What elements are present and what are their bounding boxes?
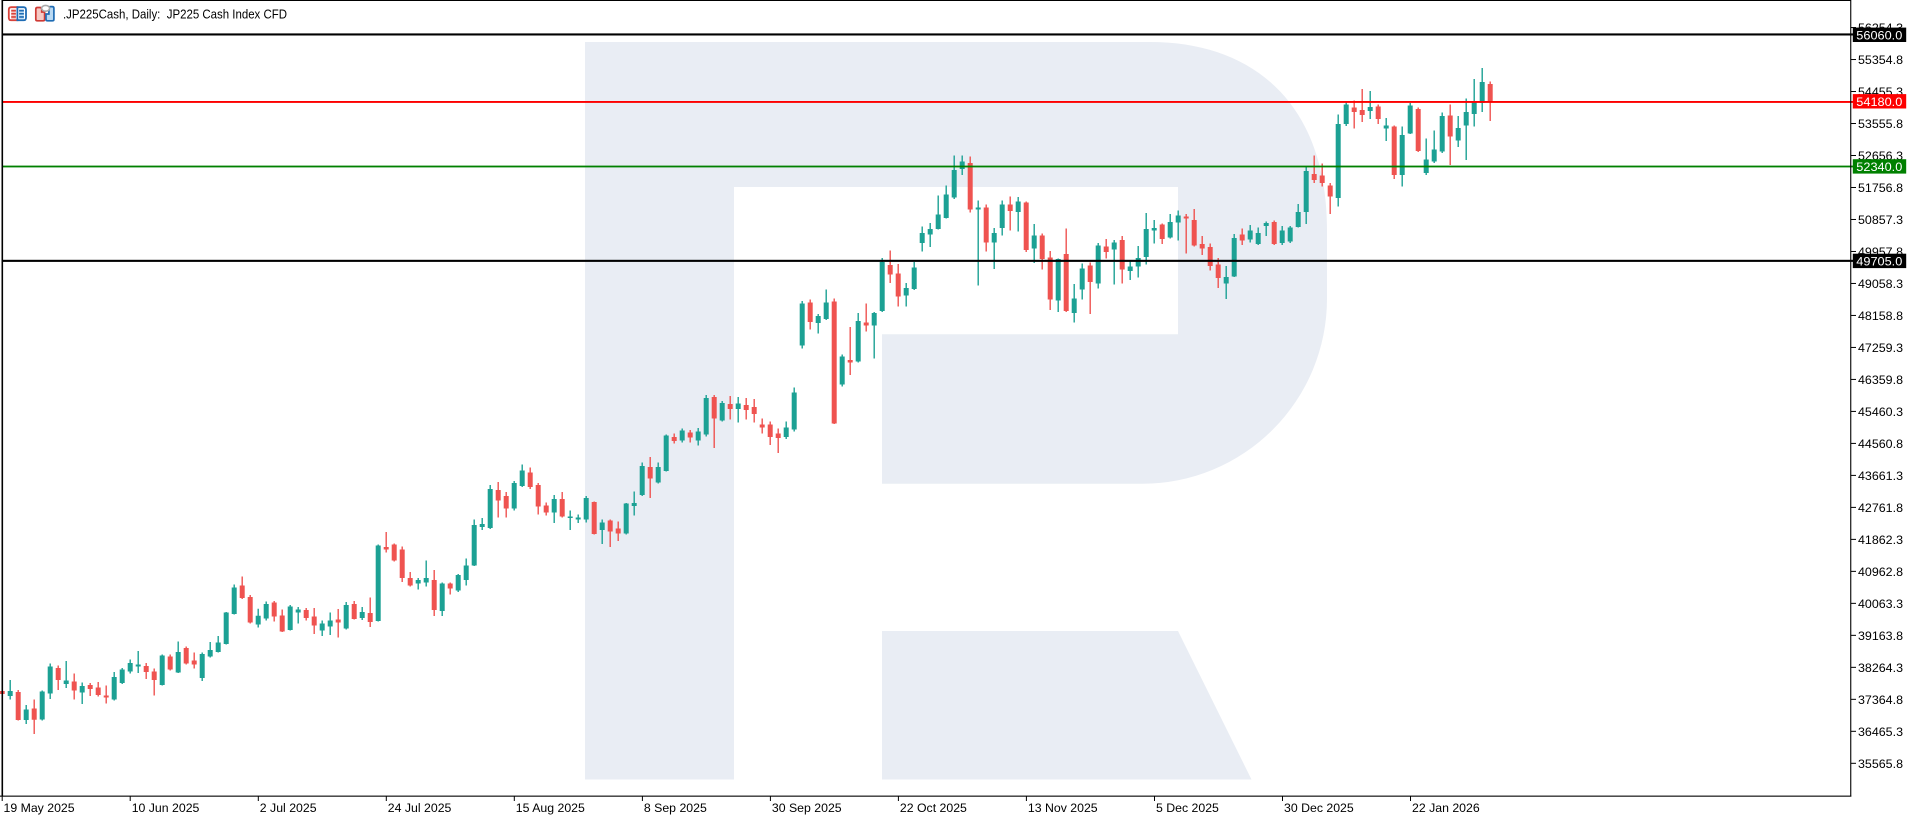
svg-text:48158.8: 48158.8 — [1858, 309, 1903, 323]
svg-text:10 Jun 2025: 10 Jun 2025 — [132, 801, 200, 815]
svg-text:40962.8: 40962.8 — [1858, 565, 1903, 579]
svg-text:22 Jan 2026: 22 Jan 2026 — [1412, 801, 1480, 815]
svg-text:2 Jul 2025: 2 Jul 2025 — [260, 801, 317, 815]
svg-text:49705.0: 49705.0 — [1856, 255, 1902, 269]
svg-text:43661.3: 43661.3 — [1858, 469, 1903, 483]
svg-text:47259.3: 47259.3 — [1858, 341, 1903, 355]
svg-text:55354.8: 55354.8 — [1858, 53, 1903, 67]
svg-text:13 Nov 2025: 13 Nov 2025 — [1028, 801, 1098, 815]
svg-text:51756.8: 51756.8 — [1858, 181, 1903, 195]
svg-text:36465.3: 36465.3 — [1858, 725, 1903, 739]
svg-text:30 Dec 2025: 30 Dec 2025 — [1284, 801, 1354, 815]
svg-text:53555.8: 53555.8 — [1858, 117, 1903, 131]
svg-text:19 May 2025: 19 May 2025 — [4, 801, 75, 815]
svg-text:37364.8: 37364.8 — [1858, 693, 1903, 707]
svg-text:41862.3: 41862.3 — [1858, 533, 1903, 547]
svg-text:54180.0: 54180.0 — [1856, 95, 1902, 109]
svg-text:56060.0: 56060.0 — [1856, 29, 1902, 43]
svg-text:30 Sep 2025: 30 Sep 2025 — [772, 801, 842, 815]
svg-text:40063.3: 40063.3 — [1858, 597, 1903, 611]
svg-text:49058.3: 49058.3 — [1858, 277, 1903, 291]
svg-text:38264.3: 38264.3 — [1858, 661, 1903, 675]
svg-text:22 Oct 2025: 22 Oct 2025 — [900, 801, 967, 815]
svg-text:42761.8: 42761.8 — [1858, 501, 1903, 515]
svg-text:5 Dec 2025: 5 Dec 2025 — [1156, 801, 1219, 815]
svg-text:.JP225Cash, Daily: JP225 Cash: .JP225Cash, Daily: JP225 Cash Index CFD — [63, 7, 287, 22]
svg-text:44560.8: 44560.8 — [1858, 437, 1903, 451]
svg-text:46359.8: 46359.8 — [1858, 373, 1903, 387]
svg-text:15 Aug 2025: 15 Aug 2025 — [516, 801, 585, 815]
svg-text:8 Sep 2025: 8 Sep 2025 — [644, 801, 707, 815]
svg-text:35565.8: 35565.8 — [1858, 757, 1903, 771]
svg-text:45460.3: 45460.3 — [1858, 405, 1903, 419]
svg-text:24 Jul 2025: 24 Jul 2025 — [388, 801, 452, 815]
svg-text:50857.3: 50857.3 — [1858, 213, 1903, 227]
svg-text:39163.8: 39163.8 — [1858, 629, 1903, 643]
svg-text:52340.0: 52340.0 — [1856, 160, 1902, 174]
